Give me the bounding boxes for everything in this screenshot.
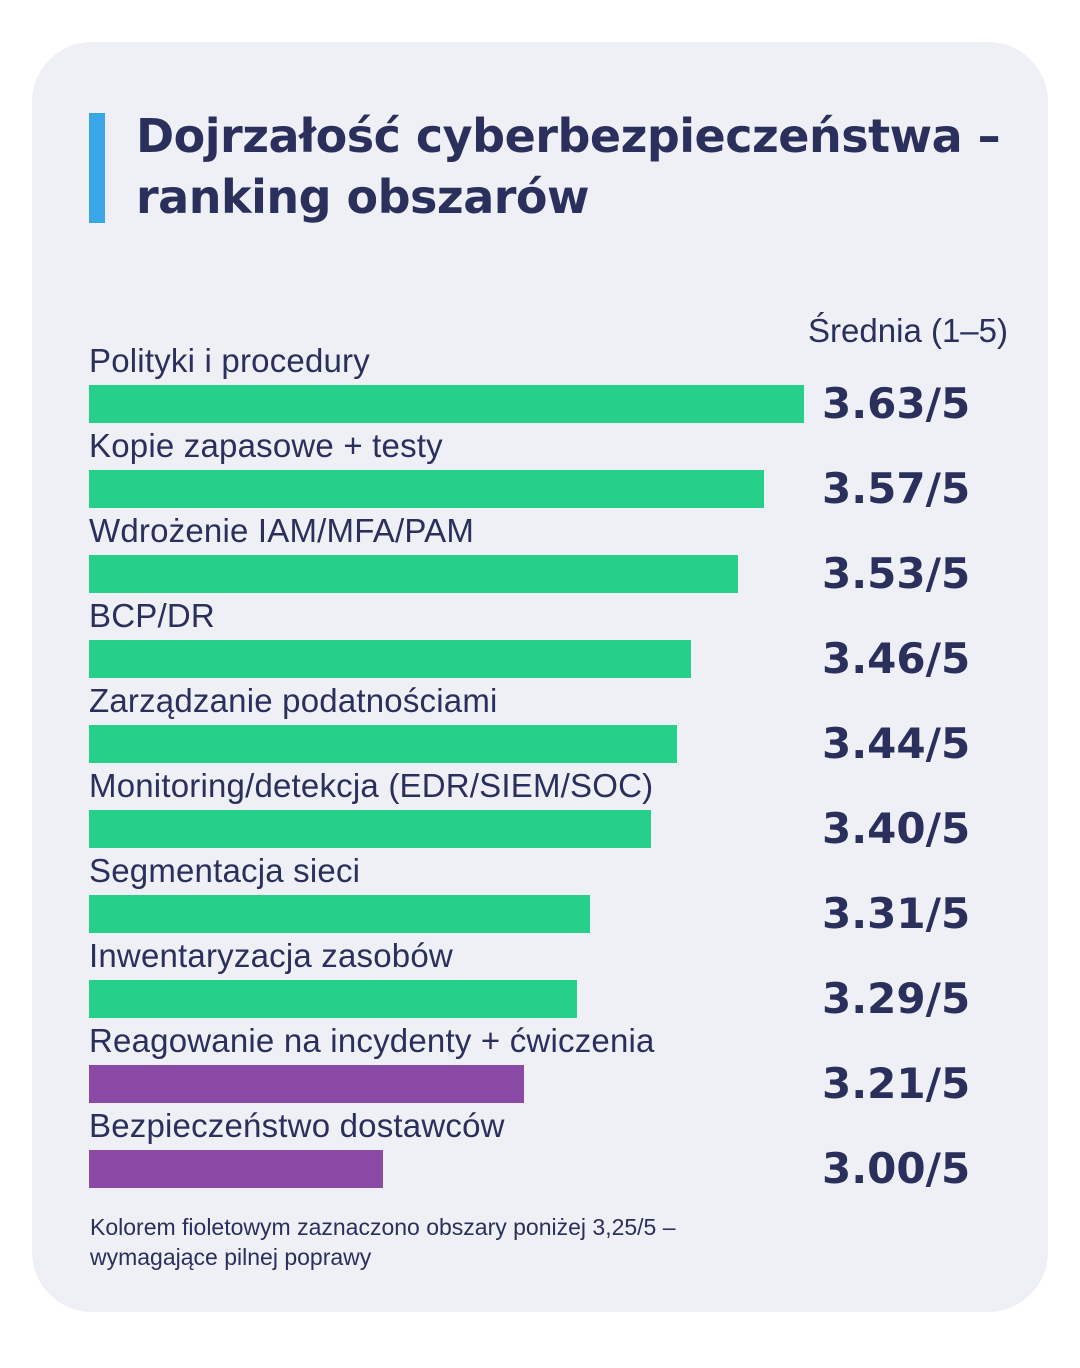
chart-title: Dojrzałość cyberbezpieczeństwa – ranking… (136, 106, 1036, 228)
bar-value-label: 3.00/5 (822, 1144, 971, 1193)
bar-label: Reagowanie na incydenty + ćwiczenia (89, 1022, 655, 1059)
bar-value-label: 3.21/5 (822, 1059, 971, 1108)
chart-title-line-2: ranking obszarów (136, 170, 590, 224)
bar (89, 385, 804, 423)
bar-value-label: 3.57/5 (822, 464, 971, 513)
bar-label: Polityki i procedury (89, 342, 370, 379)
footnote: Kolorem fioletowym zaznaczono obszary po… (90, 1212, 790, 1272)
average-column-header: Średnia (1–5) (808, 312, 1008, 349)
bar (89, 1065, 524, 1103)
bar (89, 1150, 383, 1188)
title-accent-bar (89, 113, 105, 223)
footnote-line-1: Kolorem fioletowym zaznaczono obszary po… (90, 1214, 676, 1240)
bar (89, 980, 577, 1018)
bar-value-label: 3.40/5 (822, 804, 971, 853)
bar-value-label: 3.46/5 (822, 634, 971, 683)
bar-label: Segmentacja sieci (89, 852, 361, 889)
bar-label: Kopie zapasowe + testy (89, 427, 443, 464)
bar (89, 470, 764, 508)
bar-label: Monitoring/detekcja (EDR/SIEM/SOC) (89, 767, 654, 804)
bar-value-label: 3.44/5 (822, 719, 971, 768)
bar-value-label: 3.63/5 (822, 379, 971, 428)
bar-label: Wdrożenie IAM/MFA/PAM (89, 512, 475, 549)
bar-label: Bezpieczeństwo dostawców (89, 1107, 505, 1144)
bar (89, 725, 677, 763)
bar (89, 555, 738, 593)
bar (89, 640, 691, 678)
bar (89, 895, 590, 933)
bar-value-label: 3.31/5 (822, 889, 971, 938)
bar-label: Zarządzanie podatnościami (89, 682, 498, 719)
bar-value-label: 3.29/5 (822, 974, 971, 1023)
footnote-line-2: wymagające pilnej poprawy (90, 1244, 372, 1270)
bar-label: Inwentaryzacja zasobów (89, 937, 453, 974)
chart-title-line-1: Dojrzałość cyberbezpieczeństwa – (136, 109, 1001, 163)
bar-value-label: 3.53/5 (822, 549, 971, 598)
bar (89, 810, 651, 848)
bar-label: BCP/DR (89, 597, 215, 634)
